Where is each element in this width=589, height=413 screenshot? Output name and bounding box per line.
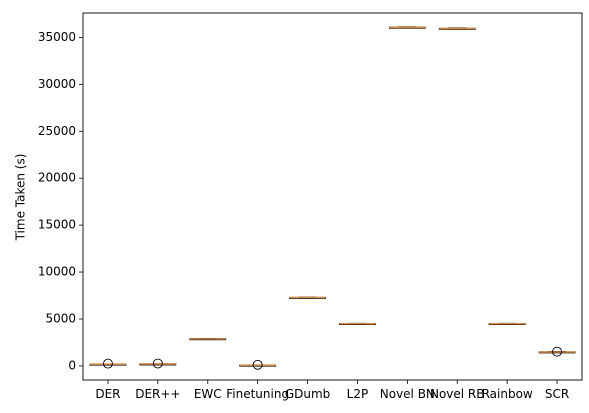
- box-der: [89, 358, 127, 369]
- box-ewc: [189, 338, 227, 341]
- box-series: [89, 26, 576, 370]
- y-tick-label: 30000: [38, 77, 76, 91]
- x-tick-label: EWC: [194, 387, 222, 401]
- plot-area: [83, 13, 582, 380]
- box-gdumb: [289, 296, 326, 299]
- x-tick-label: SCR: [545, 387, 569, 401]
- y-tick-label: 15000: [38, 218, 76, 232]
- y-tick-label: 25000: [38, 124, 76, 138]
- x-tick-label: L2P: [347, 387, 369, 401]
- box-finetuning: [239, 359, 277, 370]
- box-rainbow: [488, 322, 526, 326]
- y-tick-label: 5000: [45, 311, 76, 325]
- outlier-point: [152, 358, 163, 369]
- y-tick-label: 35000: [38, 30, 76, 44]
- x-tick-label: Rainbow: [482, 387, 533, 401]
- outlier-point: [102, 358, 113, 369]
- y-axis-label: Time Taken (s): [14, 154, 28, 242]
- x-tick-label: Novel BN: [380, 387, 435, 401]
- y-tick-label: 0: [68, 358, 76, 372]
- box-scr: [538, 346, 576, 357]
- y-tick-label: 10000: [38, 265, 76, 279]
- x-tick-label: DER++: [135, 387, 180, 401]
- outlier-point: [252, 359, 263, 370]
- y-tick-label: 20000: [38, 171, 76, 185]
- box-novel-bn: [388, 26, 426, 29]
- outlier-point: [552, 346, 562, 357]
- box-novel-rb: [438, 27, 476, 30]
- plot-frame: [82, 12, 583, 381]
- x-tick-label: GDumb: [285, 387, 330, 401]
- x-tick-label: Novel RB: [430, 387, 485, 401]
- x-tick-label: Finetuning: [226, 387, 289, 401]
- x-tick-label: DER: [95, 387, 120, 401]
- box-l2p: [339, 322, 376, 326]
- box-der-: [139, 358, 177, 369]
- y-axis: 0 5000 10000 15000 20000 25000 30000 35000: [38, 30, 83, 372]
